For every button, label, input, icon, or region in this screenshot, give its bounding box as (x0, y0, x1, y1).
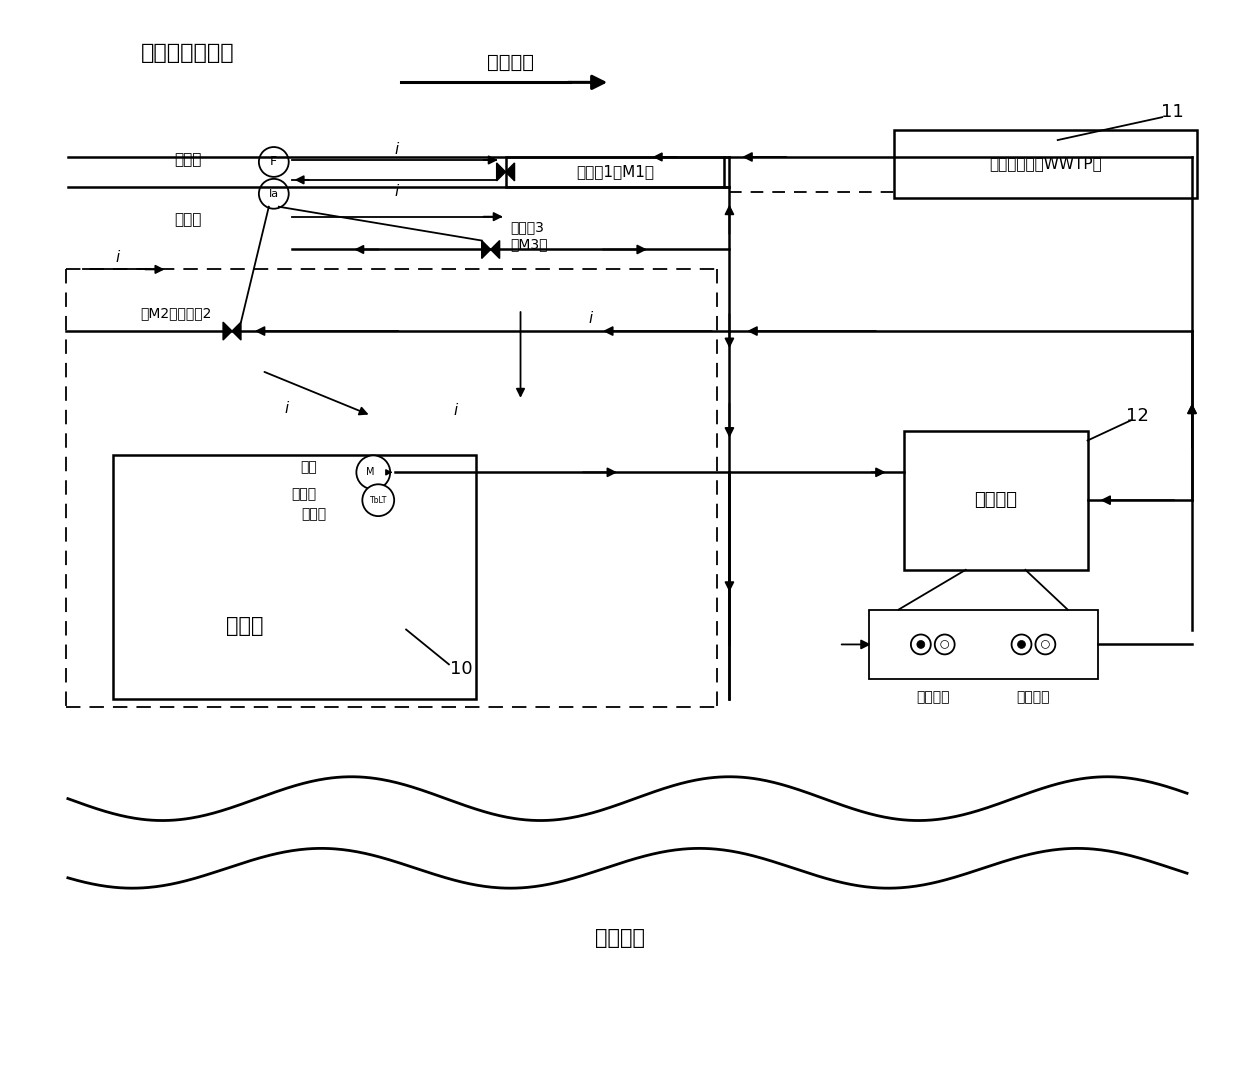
Circle shape (259, 147, 289, 177)
Text: 浊度亪: 浊度亪 (175, 213, 202, 227)
Text: 浊度享: 浊度享 (291, 488, 316, 502)
Text: 水流方向: 水流方向 (487, 53, 534, 72)
Circle shape (916, 640, 925, 649)
Text: 控制平台: 控制平台 (975, 491, 1017, 509)
Polygon shape (481, 241, 491, 259)
Text: 合流制污水干管: 合流制污水干管 (140, 43, 234, 62)
Text: 调蓄池: 调蓄池 (226, 616, 263, 636)
Circle shape (941, 640, 949, 649)
Text: TbLT: TbLT (370, 496, 387, 505)
Polygon shape (491, 241, 500, 259)
Circle shape (259, 179, 289, 208)
Text: 电动阀3: 电动阀3 (511, 220, 544, 234)
Text: 数据输入: 数据输入 (916, 691, 950, 705)
Text: 数据输出: 数据输出 (1017, 691, 1050, 705)
Text: F: F (270, 156, 278, 169)
Text: i: i (285, 402, 289, 416)
Circle shape (1042, 640, 1049, 649)
Polygon shape (497, 163, 506, 180)
Text: i: i (588, 310, 593, 325)
Text: M: M (366, 467, 374, 477)
Circle shape (1035, 635, 1055, 654)
Circle shape (1012, 635, 1032, 654)
Text: 11: 11 (1161, 103, 1183, 121)
Circle shape (1018, 640, 1025, 649)
Text: Ia: Ia (269, 189, 279, 199)
Text: i: i (115, 250, 120, 265)
Text: i: i (454, 403, 458, 418)
Text: 液位仪: 液位仪 (301, 507, 326, 521)
Text: i: i (394, 142, 398, 157)
Text: 污水处理厂（WWTP）: 污水处理厂（WWTP） (990, 157, 1101, 172)
Polygon shape (232, 322, 241, 340)
Text: 受纳水体: 受纳水体 (595, 928, 645, 948)
Polygon shape (223, 322, 232, 340)
Polygon shape (506, 163, 515, 180)
Text: 12: 12 (1126, 407, 1148, 424)
Text: （M3）: （M3） (511, 237, 548, 251)
Text: 水泵: 水泵 (300, 461, 317, 475)
Circle shape (362, 484, 394, 517)
Circle shape (911, 635, 931, 654)
Circle shape (356, 455, 391, 490)
Text: 流量计: 流量计 (175, 153, 202, 168)
Circle shape (935, 635, 955, 654)
Text: i: i (394, 185, 398, 200)
Text: （M2）电动阀2: （M2）电动阀2 (141, 306, 212, 320)
Text: 10: 10 (450, 661, 472, 679)
Text: 电动阀1（M1）: 电动阀1（M1） (577, 164, 653, 179)
